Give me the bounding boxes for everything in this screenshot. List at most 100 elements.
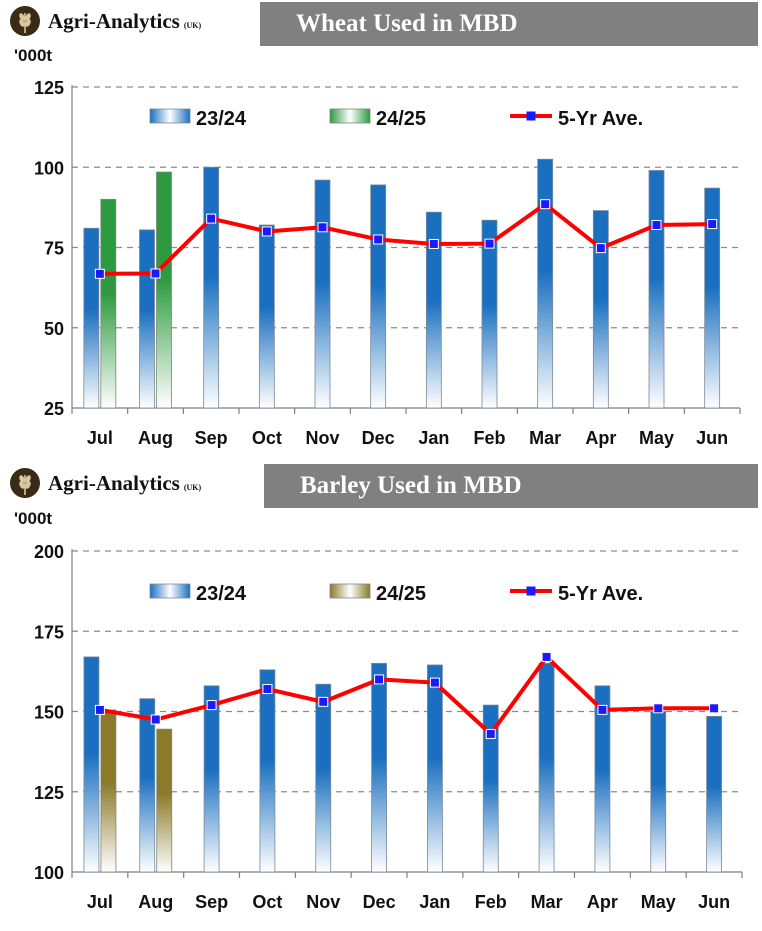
bar-2324 xyxy=(648,170,665,409)
bar-2324 xyxy=(259,669,276,873)
avg-point xyxy=(150,714,161,725)
bar-2324 xyxy=(537,158,554,409)
barley-chart: 100 125 150 175 200 Jul Aug Sep Oct Nov Dec Jan Feb M… xyxy=(34,542,743,912)
bar-2324 xyxy=(370,184,387,409)
brand-name: Agri-Analytics xyxy=(48,8,180,33)
x-tick-label: Aug xyxy=(138,428,173,448)
avg-line xyxy=(99,202,713,276)
avg-point xyxy=(484,238,495,249)
brand-suffix: (UK) xyxy=(183,482,202,492)
avg-point xyxy=(206,700,217,711)
bar-2324 xyxy=(706,715,722,873)
wheat-ear-icon xyxy=(10,6,40,36)
legend-label-avg: 5-Yr Ave. xyxy=(558,583,643,605)
legend-swatch-avg-marker xyxy=(526,586,536,596)
x-tick-label: Apr xyxy=(587,892,618,912)
x-tick-label: May xyxy=(639,428,674,448)
chart-title: Barley Used in MBD xyxy=(264,464,758,508)
legend-label-2425: 24/25 xyxy=(376,583,426,605)
bar-2324 xyxy=(139,229,155,409)
y-tick-label: 75 xyxy=(44,239,64,259)
bar-2324 xyxy=(83,656,100,873)
y-tick-label: 125 xyxy=(34,783,64,803)
bar-2324 xyxy=(139,698,156,873)
avg-point xyxy=(374,674,385,685)
y-tick-label: 150 xyxy=(34,703,64,723)
avg-point xyxy=(262,684,273,695)
x-tick-label: Jul xyxy=(87,892,113,912)
bar-2425 xyxy=(156,171,172,409)
avg-point xyxy=(653,703,664,714)
avg-point xyxy=(150,268,161,279)
legend-swatch-2425 xyxy=(329,583,371,599)
y-tick-label: 100 xyxy=(34,158,64,178)
x-tick-label: Oct xyxy=(252,428,282,448)
x-tick-label: Dec xyxy=(362,428,395,448)
y-tick-label: 100 xyxy=(34,863,64,883)
x-tick-label: Apr xyxy=(585,428,616,448)
brand-name: Agri-Analytics xyxy=(48,470,180,495)
x-tick-label: Jun xyxy=(696,428,728,448)
y-tick-label: 200 xyxy=(34,542,64,562)
avg-point xyxy=(651,220,662,231)
bar-2324 xyxy=(592,210,609,409)
legend-label-avg: 5-Yr Ave. xyxy=(558,108,643,130)
x-tick-label: Jan xyxy=(418,428,449,448)
brand-logo-wheat: Agri-Analytics (UK) xyxy=(8,4,201,38)
avg-point xyxy=(373,234,384,245)
x-tick-label: Jun xyxy=(698,892,730,912)
avg-point xyxy=(709,703,720,714)
legend-swatch-2425 xyxy=(329,108,371,124)
y-tick-label: 25 xyxy=(44,399,64,419)
bar-2324 xyxy=(594,685,611,873)
bar-2324 xyxy=(704,187,721,409)
bar-2324 xyxy=(371,662,387,873)
x-tick-label: Jan xyxy=(419,892,450,912)
avg-point xyxy=(94,268,105,279)
bar-2324 xyxy=(427,664,443,873)
avg-point xyxy=(318,696,329,707)
avg-point xyxy=(428,238,439,249)
bar-2324 xyxy=(258,224,275,409)
x-tick-label: Sep xyxy=(195,428,228,448)
bar-2324 xyxy=(315,683,332,873)
x-tick-label: Oct xyxy=(252,892,282,912)
y-tick-label: 50 xyxy=(44,319,64,339)
avg-point xyxy=(94,704,105,715)
bar-2425 xyxy=(156,728,173,873)
avg-point xyxy=(261,226,272,237)
x-tick-label: Sep xyxy=(195,892,228,912)
avg-point xyxy=(206,213,217,224)
x-tick-label: Feb xyxy=(475,892,507,912)
bar-2425 xyxy=(100,198,117,409)
x-tick-label: Feb xyxy=(473,428,505,448)
y-tick-label: 125 xyxy=(34,78,64,98)
y-axis-unit: '000t xyxy=(14,509,53,528)
x-tick-label: Jul xyxy=(87,428,113,448)
wheat-ear-icon xyxy=(10,468,40,498)
barley-panel: Agri-Analytics (UK) Barley Used in MBD '… xyxy=(0,463,762,931)
avg-point xyxy=(541,651,552,662)
avg-point xyxy=(429,677,440,688)
avg-point xyxy=(595,243,606,254)
y-axis-unit: '000t xyxy=(14,46,53,65)
avg-point xyxy=(597,704,608,715)
bar-2324 xyxy=(538,662,555,873)
avg-line xyxy=(99,654,715,736)
avg-point xyxy=(317,222,328,233)
x-tick-label: Mar xyxy=(531,892,563,912)
avg-point xyxy=(485,728,496,739)
bar-2324 xyxy=(203,166,220,409)
bar-2324 xyxy=(481,219,498,409)
x-tick-label: Dec xyxy=(363,892,396,912)
bar-2324 xyxy=(425,211,442,409)
chart-title: Wheat Used in MBD xyxy=(260,2,758,46)
legend-swatch-2324 xyxy=(149,583,191,599)
y-tick-label: 175 xyxy=(34,622,64,642)
x-tick-label: Nov xyxy=(305,428,339,448)
wheat-chart: 25 50 75 100 125 Jul Aug Sep Oct Nov Dec Jan Feb Mar A… xyxy=(34,78,741,448)
legend-label-2425: 24/25 xyxy=(376,108,426,130)
legend-label-2324: 23/24 xyxy=(196,108,247,130)
bar-2324 xyxy=(203,685,220,873)
x-tick-label: Mar xyxy=(529,428,561,448)
